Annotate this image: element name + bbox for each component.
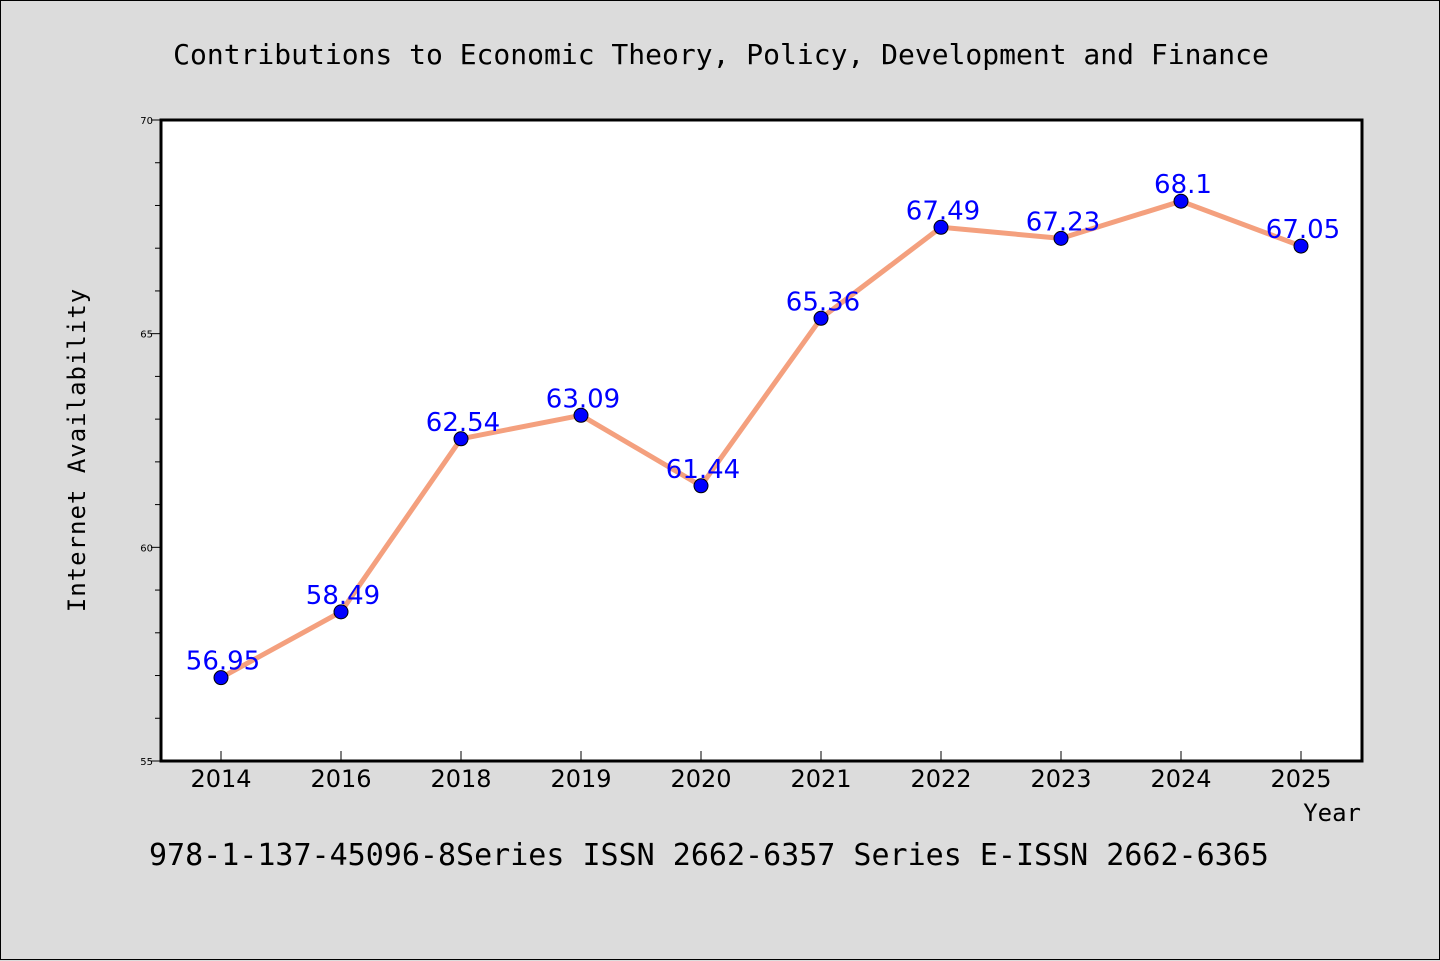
point-labels: 56.95 58.49 62.54 63.09 61.44 65.36 67.49 67.23… [186,170,1340,676]
x-tick-label: 2019 [550,765,611,793]
x-tick-label: 2022 [910,765,971,793]
y-tick-label: 70 [140,116,153,127]
data-point-marker [693,478,709,494]
y-axis-ticks: 55 60 65 70 [140,116,161,768]
x-axis-label: Year [1303,799,1361,827]
data-point-label: 67.05 [1266,215,1340,245]
y-tick-label: 60 [140,543,153,554]
x-tick-label: 2025 [1270,765,1331,793]
plot-frame [159,118,1364,763]
x-tick-label: 2014 [190,765,251,793]
data-point-label: 67.49 [906,196,980,226]
x-tick-label: 2016 [310,765,371,793]
data-point-marker [333,604,349,620]
x-tick-label: 2021 [790,765,851,793]
y-tick-label: 55 [140,757,153,768]
data-point-label: 56.95 [186,647,260,677]
x-tick-label: 2023 [1030,765,1091,793]
x-tick-label: 2020 [670,765,731,793]
data-point-label: 68.1 [1154,170,1212,200]
data-point-label: 63.09 [546,384,620,414]
data-point-marker [1293,238,1309,254]
data-point-label: 58.49 [306,581,380,611]
data-point-label: 67.23 [1026,207,1100,237]
plot-area [161,120,1362,761]
data-point-marker [213,670,229,686]
y-tick-label: 65 [140,330,153,341]
x-tick-label: 2018 [430,765,491,793]
data-point-marker [453,431,469,447]
x-axis-ticks: 2014 2016 2018 2019 2020 2021 2022 2023 2024 2025 [190,751,1332,793]
data-point-marker [813,310,829,326]
data-point-marker [573,407,589,423]
chart-title: Contributions to Economic Theory, Policy… [173,38,1269,71]
data-point-label: 61.44 [666,455,740,485]
data-point-marker [1173,193,1189,209]
data-point-label: 65.36 [786,287,860,317]
series-markers [213,193,1309,686]
y-axis-label: Internet Availability [63,288,91,612]
x-tick-label: 2024 [1150,765,1211,793]
data-point-marker [1053,230,1069,246]
data-point-marker [933,219,949,235]
series-line [218,198,1304,681]
data-point-label: 62.54 [426,408,500,438]
chart-footer: 978-1-137-45096-8Series ISSN 2662-6357 S… [149,838,1269,873]
